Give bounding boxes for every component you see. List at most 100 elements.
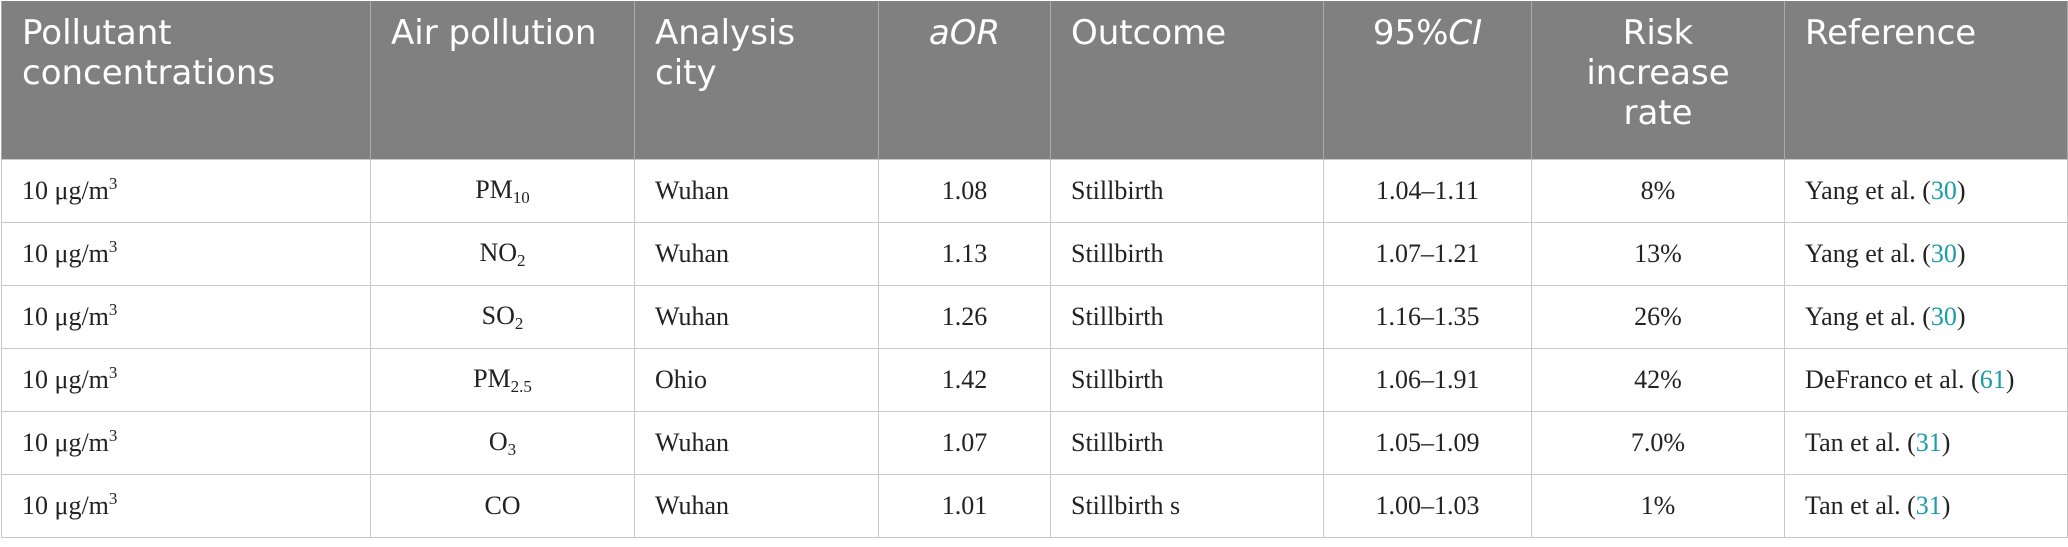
outcome-text: Stillbirth s — [1071, 491, 1181, 520]
outcome-text: Stillbirth — [1071, 239, 1164, 268]
rate-text: 13% — [1634, 239, 1682, 268]
unit-cell: 10 μg/m3 — [1, 348, 371, 412]
pollutant-cell: PM2.5 — [370, 348, 635, 412]
reference-text: DeFranco et al. ( — [1805, 365, 1980, 394]
pollutant-cell: O3 — [370, 411, 635, 475]
aor-cell: 1.13 — [878, 222, 1051, 286]
pollutant-text: SO — [481, 300, 515, 330]
outcome-cell: Stillbirth — [1050, 285, 1324, 349]
unit-text: 10 μg/m — [22, 302, 109, 331]
rate-text: 7.0% — [1630, 428, 1686, 457]
header-cell: aOR — [878, 1, 1051, 160]
reference-link[interactable]: 61 — [1979, 365, 2006, 394]
reference-text: ) — [1941, 491, 1951, 520]
header-text: Reference — [1805, 13, 1977, 53]
unit-sup: 3 — [108, 237, 118, 256]
table-body: 10 μg/m3 PM10 Wuhan 1.08 Stillbirth 1.04–1.11… — [1, 159, 2068, 538]
reference-link[interactable]: 30 — [1930, 302, 1957, 331]
city-cell: Wuhan — [634, 411, 879, 475]
rate-cell: 13% — [1531, 222, 1785, 286]
reference-text: Yang et al. ( — [1805, 176, 1931, 205]
reference-link[interactable]: 31 — [1915, 428, 1942, 457]
header-text: Outcome — [1071, 13, 1227, 53]
ci-cell: 1.04–1.11 — [1323, 159, 1532, 223]
header-text: CI — [1448, 13, 1483, 53]
reference-link[interactable]: 30 — [1930, 239, 1957, 268]
header-cell: Pollutant concentrations — [1, 1, 371, 160]
unit-text: 10 μg/m — [22, 365, 109, 394]
rate-cell: 42% — [1531, 348, 1785, 412]
header-text: city — [655, 53, 717, 93]
header-row: Pollutant concentrations Air pollution Anal… — [1, 1, 2068, 160]
pollutant-cell: SO2 — [370, 285, 635, 349]
rate-text: 42% — [1634, 365, 1682, 394]
aor-text: 1.07 — [941, 428, 988, 457]
reference-text: ) — [1956, 176, 1966, 205]
table-row: 10 μg/m3 PM2.5 Ohio 1.42 Stillbirth 1.06–1.91… — [1, 348, 2068, 412]
reference-link[interactable]: 31 — [1915, 491, 1942, 520]
aor-text: 1.13 — [941, 239, 988, 268]
header-text: Pollutant — [22, 13, 172, 53]
aor-cell: 1.08 — [878, 159, 1051, 223]
aor-cell: 1.26 — [878, 285, 1051, 349]
unit-text: 10 μg/m — [22, 239, 109, 268]
reference-link[interactable]: 30 — [1930, 176, 1957, 205]
reference-cell: Tan et al. (31) — [1784, 411, 2068, 475]
unit-cell: 10 μg/m3 — [1, 222, 371, 286]
table-row: 10 μg/m3 SO2 Wuhan 1.26 Stillbirth 1.16–1.35 2… — [1, 285, 2068, 349]
rate-text: 8% — [1640, 176, 1676, 205]
header-text: Risk — [1622, 13, 1694, 53]
ci-cell: 1.16–1.35 — [1323, 285, 1532, 349]
aor-text: 1.08 — [941, 176, 988, 205]
header-text: Air pollution — [391, 13, 597, 53]
outcome-cell: Stillbirth s — [1050, 474, 1324, 538]
ci-cell: 1.05–1.09 — [1323, 411, 1532, 475]
rate-cell: 1% — [1531, 474, 1785, 538]
pollutant-sub: 2 — [517, 250, 526, 270]
header-cell: Outcome — [1050, 1, 1324, 160]
reference-text: ) — [1941, 428, 1951, 457]
unit-cell: 10 μg/m3 — [1, 474, 371, 538]
table-row: 10 μg/m3 NO2 Wuhan 1.13 Stillbirth 1.07–1.21 1… — [1, 222, 2068, 286]
table-row: 10 μg/m3 CO Wuhan 1.01 Stillbirth s 1.00–1.03… — [1, 474, 2068, 538]
reference-text: ) — [1956, 239, 1966, 268]
reference-text: Yang et al. ( — [1805, 239, 1931, 268]
rate-cell: 8% — [1531, 159, 1785, 223]
reference-text: ) — [1956, 302, 1966, 331]
city-cell: Wuhan — [634, 159, 879, 223]
header-cell: Air pollution — [370, 1, 635, 160]
rate-text: 26% — [1634, 302, 1682, 331]
header-cell: Reference — [1784, 1, 2068, 160]
ci-text: 1.04–1.11 — [1375, 176, 1480, 205]
pollutant-cell: CO — [370, 474, 635, 538]
reference-text: Tan et al. ( — [1805, 428, 1916, 457]
outcome-cell: Stillbirth — [1050, 222, 1324, 286]
unit-sup: 3 — [108, 489, 118, 508]
city-text: Wuhan — [655, 302, 730, 331]
city-text: Wuhan — [655, 239, 730, 268]
outcome-text: Stillbirth — [1071, 428, 1164, 457]
city-text: Wuhan — [655, 176, 730, 205]
reference-cell: Tan et al. (31) — [1784, 474, 2068, 538]
outcome-cell: Stillbirth — [1050, 348, 1324, 412]
city-text: Ohio — [655, 365, 707, 394]
aor-cell: 1.07 — [878, 411, 1051, 475]
aor-text: 1.01 — [941, 491, 988, 520]
pollutant-sub: 3 — [507, 439, 517, 459]
reference-cell: Yang et al. (30) — [1784, 285, 2068, 349]
pollutant-text: CO — [484, 491, 521, 520]
outcome-text: Stillbirth — [1071, 176, 1164, 205]
ci-text: 1.00–1.03 — [1375, 491, 1480, 520]
reference-text: Yang et al. ( — [1805, 302, 1931, 331]
reference-cell: DeFranco et al. (61) — [1784, 348, 2068, 412]
aor-text: 1.42 — [941, 365, 988, 394]
ci-cell: 1.06–1.91 — [1323, 348, 1532, 412]
pollutant-cell: PM10 — [370, 159, 635, 223]
city-cell: Ohio — [634, 348, 879, 412]
outcome-cell: Stillbirth — [1050, 411, 1324, 475]
unit-sup: 3 — [108, 300, 118, 319]
pollutant-text: O — [488, 426, 508, 456]
pollutant-cell: NO2 — [370, 222, 635, 286]
aor-cell: 1.42 — [878, 348, 1051, 412]
header-text: Analysis — [655, 13, 796, 53]
